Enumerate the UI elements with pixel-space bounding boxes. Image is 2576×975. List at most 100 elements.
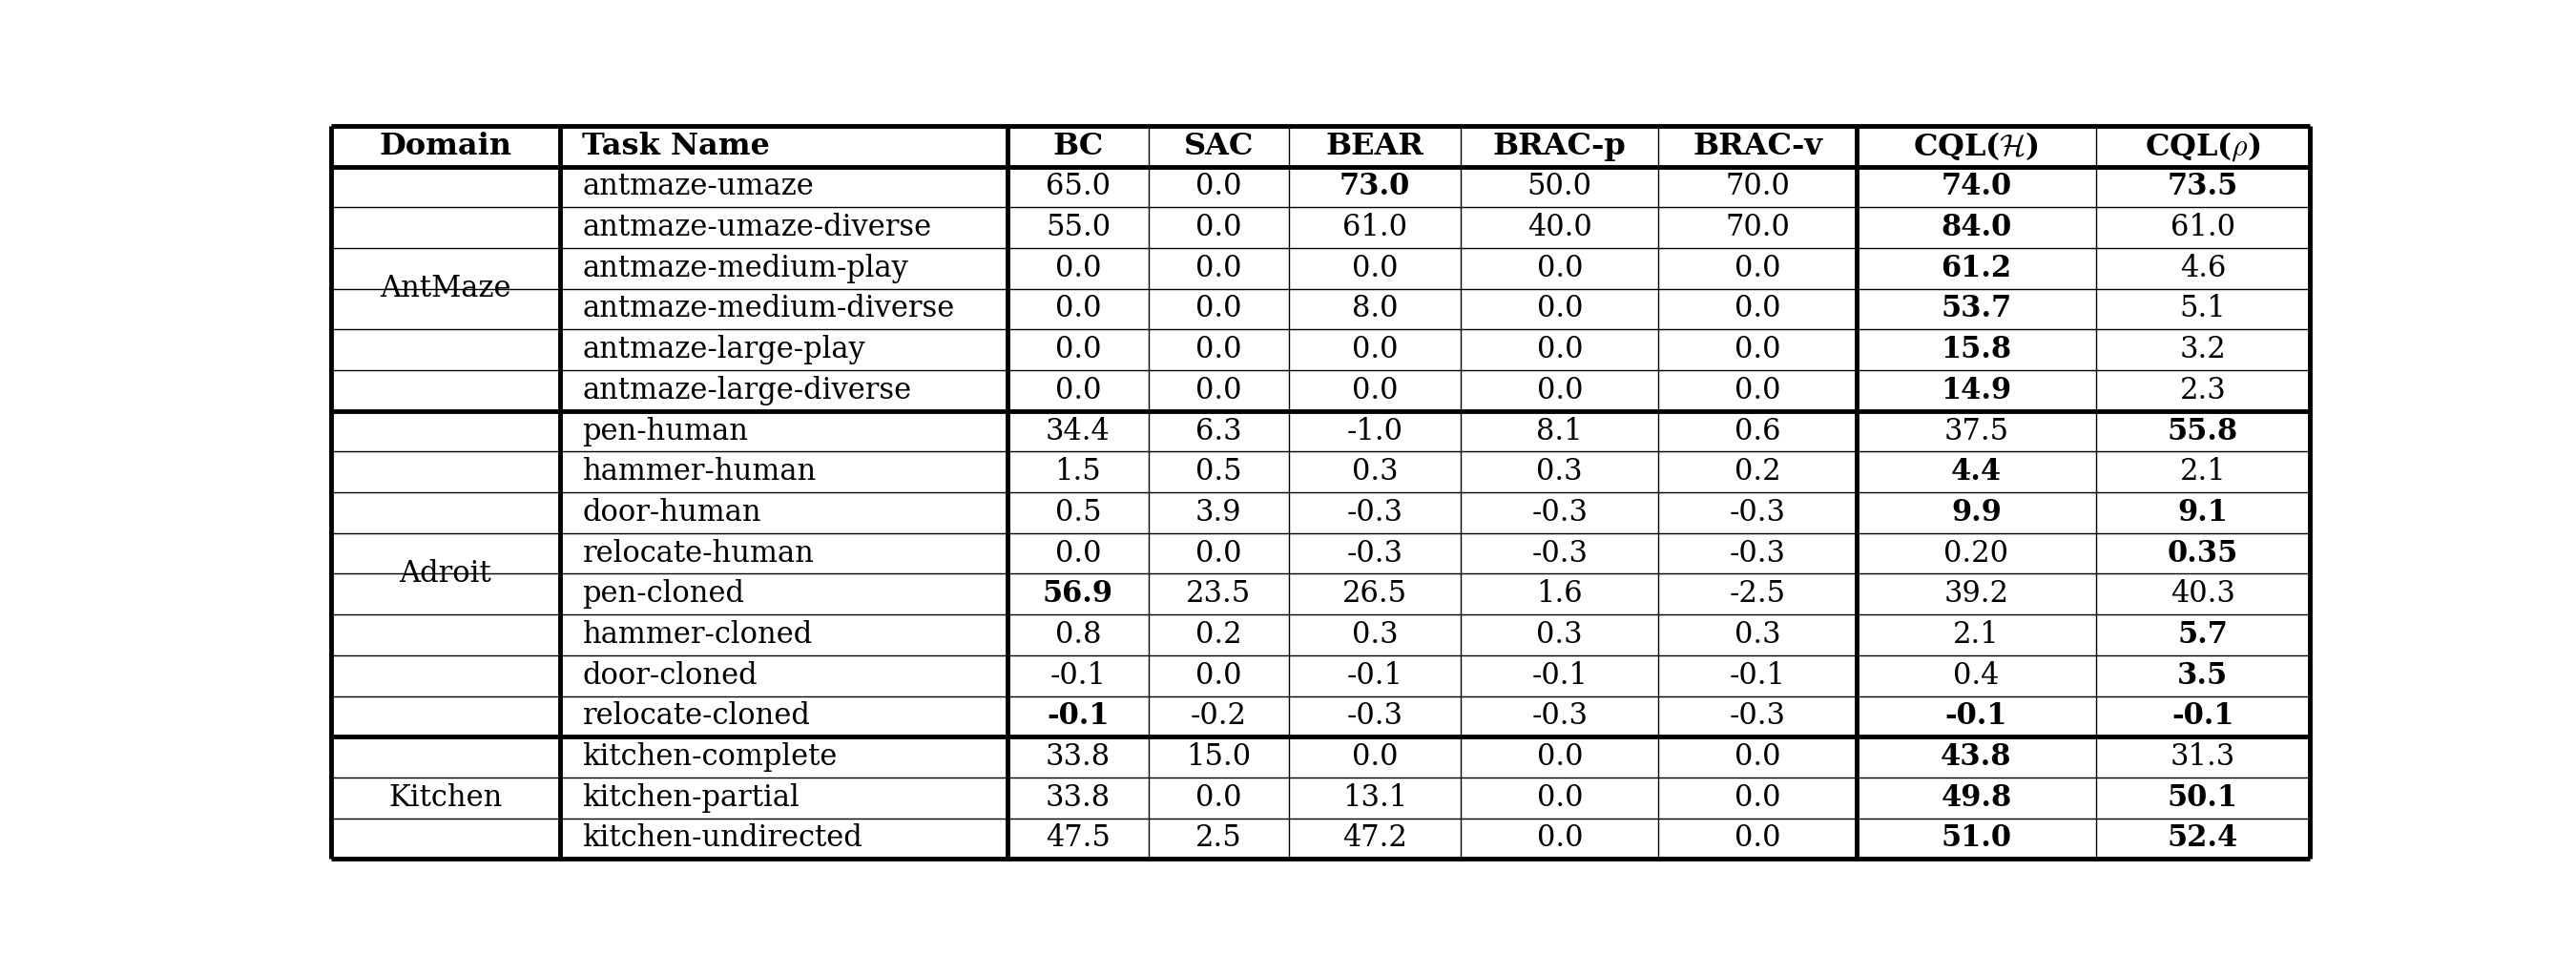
Text: 0.0: 0.0: [1734, 335, 1780, 365]
Text: 8.1: 8.1: [1535, 416, 1582, 447]
Text: -0.1: -0.1: [1945, 702, 2007, 731]
Text: 0.20: 0.20: [1945, 538, 2009, 568]
Text: 0.0: 0.0: [1056, 538, 1100, 568]
Text: -0.3: -0.3: [1533, 498, 1587, 527]
Text: 0.35: 0.35: [2166, 538, 2239, 568]
Text: 55.8: 55.8: [2166, 416, 2239, 447]
Text: 2.1: 2.1: [2179, 457, 2226, 487]
Text: 0.0: 0.0: [1538, 294, 1582, 324]
Text: 40.0: 40.0: [1528, 213, 1592, 243]
Text: -0.1: -0.1: [1051, 661, 1105, 690]
Text: 13.1: 13.1: [1342, 783, 1406, 812]
Text: 4.6: 4.6: [2179, 254, 2226, 283]
Text: 2.5: 2.5: [1195, 824, 1242, 853]
Text: 34.4: 34.4: [1046, 416, 1110, 447]
Text: 0.0: 0.0: [1734, 742, 1780, 772]
Text: 70.0: 70.0: [1726, 173, 1790, 202]
Text: SAC: SAC: [1182, 132, 1255, 161]
Text: 61.2: 61.2: [1940, 254, 2012, 283]
Text: 0.0: 0.0: [1352, 335, 1399, 365]
Text: 0.6: 0.6: [1734, 416, 1780, 447]
Text: -0.3: -0.3: [1533, 538, 1587, 568]
Text: BC: BC: [1054, 132, 1103, 161]
Text: 70.0: 70.0: [1726, 213, 1790, 243]
Text: 0.3: 0.3: [1535, 620, 1582, 649]
Text: AntMaze: AntMaze: [379, 274, 510, 303]
Text: 0.0: 0.0: [1352, 254, 1399, 283]
Text: 0.0: 0.0: [1195, 294, 1242, 324]
Text: antmaze-umaze-diverse: antmaze-umaze-diverse: [582, 213, 933, 243]
Text: Domain: Domain: [379, 132, 513, 161]
Text: kitchen-partial: kitchen-partial: [582, 783, 799, 812]
Text: 15.0: 15.0: [1185, 742, 1252, 772]
Text: 0.0: 0.0: [1195, 783, 1242, 812]
Text: BRAC-p: BRAC-p: [1494, 132, 1625, 161]
Text: 5.7: 5.7: [2177, 620, 2228, 649]
Text: pen-cloned: pen-cloned: [582, 579, 744, 609]
Text: 0.0: 0.0: [1538, 375, 1582, 406]
Text: 0.0: 0.0: [1538, 254, 1582, 283]
Text: -0.3: -0.3: [1533, 702, 1587, 731]
Text: 47.2: 47.2: [1342, 824, 1406, 853]
Text: pen-human: pen-human: [582, 416, 750, 447]
Text: 2.1: 2.1: [1953, 620, 1999, 649]
Text: 3.5: 3.5: [2177, 661, 2228, 690]
Text: 15.8: 15.8: [1940, 335, 2012, 365]
Text: 5.1: 5.1: [2179, 294, 2226, 324]
Text: 1.5: 1.5: [1054, 457, 1103, 487]
Text: -0.3: -0.3: [1728, 498, 1785, 527]
Text: 0.0: 0.0: [1056, 375, 1100, 406]
Text: 0.8: 0.8: [1056, 620, 1100, 649]
Text: 0.0: 0.0: [1195, 213, 1242, 243]
Text: 56.9: 56.9: [1043, 579, 1113, 609]
Text: 0.0: 0.0: [1056, 294, 1100, 324]
Text: kitchen-complete: kitchen-complete: [582, 742, 837, 772]
Text: 0.5: 0.5: [1056, 498, 1103, 527]
Text: -0.1: -0.1: [1533, 661, 1587, 690]
Text: 39.2: 39.2: [1945, 579, 2009, 609]
Text: Task Name: Task Name: [582, 132, 770, 161]
Text: 73.0: 73.0: [1340, 173, 1409, 202]
Text: 0.2: 0.2: [1734, 457, 1780, 487]
Text: 8.0: 8.0: [1352, 294, 1399, 324]
Text: 49.8: 49.8: [1940, 783, 2012, 812]
Text: CQL($\rho$): CQL($\rho$): [2146, 130, 2262, 163]
Text: -0.2: -0.2: [1190, 702, 1247, 731]
Text: 50.1: 50.1: [2166, 783, 2239, 812]
Text: 0.0: 0.0: [1538, 783, 1582, 812]
Text: 51.0: 51.0: [1940, 824, 2012, 853]
Text: 0.5: 0.5: [1195, 457, 1242, 487]
Text: BEAR: BEAR: [1327, 132, 1425, 161]
Text: door-cloned: door-cloned: [582, 661, 757, 690]
Text: -0.3: -0.3: [1728, 702, 1785, 731]
Text: 0.3: 0.3: [1352, 457, 1399, 487]
Text: 0.0: 0.0: [1538, 335, 1582, 365]
Text: 61.0: 61.0: [2172, 213, 2236, 243]
Text: 0.0: 0.0: [1538, 742, 1582, 772]
Text: 33.8: 33.8: [1046, 783, 1110, 812]
Text: 9.9: 9.9: [1950, 498, 2002, 527]
Text: 9.1: 9.1: [2177, 498, 2228, 527]
Text: -0.1: -0.1: [1728, 661, 1785, 690]
Text: 0.0: 0.0: [1195, 254, 1242, 283]
Text: 0.0: 0.0: [1056, 254, 1100, 283]
Text: 0.0: 0.0: [1734, 375, 1780, 406]
Text: 31.3: 31.3: [2169, 742, 2236, 772]
Text: 4.4: 4.4: [1950, 457, 2002, 487]
Text: 40.3: 40.3: [2172, 579, 2236, 609]
Text: antmaze-large-diverse: antmaze-large-diverse: [582, 375, 912, 406]
Text: relocate-cloned: relocate-cloned: [582, 702, 811, 731]
Text: 0.4: 0.4: [1953, 661, 1999, 690]
Text: antmaze-umaze: antmaze-umaze: [582, 173, 814, 202]
Text: 0.3: 0.3: [1535, 457, 1582, 487]
Text: 2.3: 2.3: [2179, 375, 2226, 406]
Text: 0.0: 0.0: [1195, 538, 1242, 568]
Text: 43.8: 43.8: [1940, 742, 2012, 772]
Text: 37.5: 37.5: [1945, 416, 2009, 447]
Text: 53.7: 53.7: [1940, 294, 2012, 324]
Text: 0.0: 0.0: [1734, 824, 1780, 853]
Text: -1.0: -1.0: [1347, 416, 1404, 447]
Text: 0.0: 0.0: [1734, 783, 1780, 812]
Text: hammer-cloned: hammer-cloned: [582, 620, 811, 649]
Text: -0.1: -0.1: [2172, 702, 2233, 731]
